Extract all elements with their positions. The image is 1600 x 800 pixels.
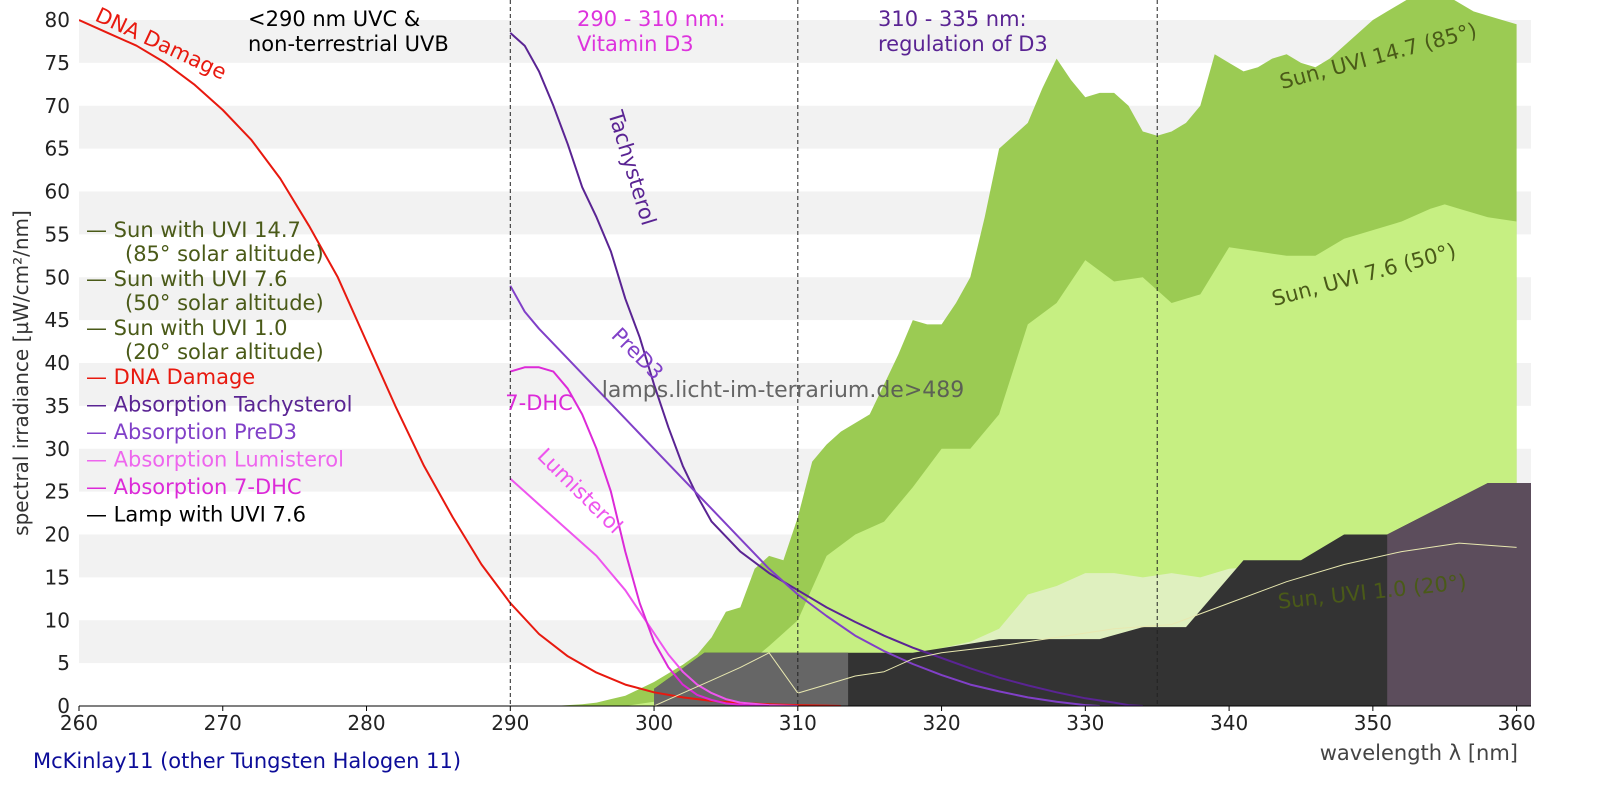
line-4 [79, 19, 841, 706]
x-tick-label: 320 [922, 711, 960, 735]
x-tick-label: 330 [1066, 711, 1104, 735]
y-tick-label: 35 [45, 394, 70, 418]
area-3 [654, 483, 1531, 706]
legend-entry-detail: (50° solar altitude) [125, 291, 324, 315]
y-tick-label: 70 [45, 94, 70, 118]
legend-entry: — Sun with UVI 14.7 [86, 218, 301, 242]
watermark: lamps.licht-im-terrarium.de>489 [602, 378, 965, 403]
line-6 [509, 285, 1100, 706]
x-axis-label: wavelength λ [nm] [1320, 741, 1518, 765]
y-tick-label: 50 [45, 265, 70, 289]
x-tick-label: 350 [1354, 711, 1392, 735]
y-tick-label: 45 [45, 308, 70, 332]
x-tick-label: 340 [1210, 711, 1248, 735]
legend-entry: — Absorption Lumisterol [86, 448, 344, 472]
line-series [79, 19, 1517, 706]
y-tick-label: 25 [45, 480, 70, 504]
line-8 [510, 366, 770, 706]
axes: 0 5 10 15 20 25 30 35 40 45 50 55 60 65 70 75 80 260 270 28… [9, 8, 1536, 773]
legend-entry: — DNA Damage [86, 365, 255, 389]
y-tick-label: 20 [45, 523, 70, 547]
legend-entry: — Absorption Tachysterol [86, 393, 352, 417]
x-tick-label: 310 [779, 711, 817, 735]
legend-entry: — Lamp with UVI 7.6 [86, 503, 306, 527]
lamp-window-areas [654, 483, 1531, 706]
y-tick-label: 60 [45, 180, 70, 204]
y-tick-label: 0 [57, 694, 70, 718]
chart-title: McKinlay11 (other Tungsten Halogen 11) [33, 749, 461, 773]
legend-entry: — Absorption 7-DHC [86, 475, 302, 499]
region-label-1: Vitamin D3 [577, 32, 694, 56]
lamp-window-1 [1387, 483, 1531, 706]
region-dividers [509, 0, 1158, 706]
x-tick-label: 270 [204, 711, 242, 735]
region-label-2: 310 - 335 nm: [878, 7, 1027, 31]
region-label-0: non-terrestrial UVB [248, 32, 449, 56]
region-label-2: regulation of D3 [878, 32, 1048, 56]
y-tick-label: 40 [45, 351, 70, 375]
x-tick-label: 260 [60, 711, 98, 735]
x-tick-label: 280 [347, 711, 385, 735]
region-label-1: 290 - 310 nm: [577, 7, 726, 31]
series-annotation: 7-DHC [505, 391, 573, 415]
y-tick-label: 55 [45, 222, 70, 246]
y-tick-label: 15 [45, 565, 70, 589]
y-tick-label: 5 [57, 651, 70, 675]
y-tick-label: 30 [45, 437, 70, 461]
x-tick-label: 290 [491, 711, 529, 735]
grid-band [79, 20, 1531, 63]
line-5 [509, 32, 1143, 706]
y-axis-label: spectral irradiance [µW/cm²/nm] [9, 210, 33, 536]
region-label-0: <290 nm UVC & [248, 7, 420, 31]
y-tick-label: 10 [45, 608, 70, 632]
y-tick-label: 80 [45, 8, 70, 32]
legend-entry: — Absorption PreD3 [86, 420, 297, 444]
line-7 [509, 478, 798, 706]
x-tick-label: 360 [1498, 711, 1536, 735]
legend-entry: — Sun with UVI 7.6 [86, 267, 288, 291]
y-tick-label: 75 [45, 51, 70, 75]
area-series [553, 0, 1531, 706]
x-tick-label: 300 [635, 711, 673, 735]
legend-entry-detail: (20° solar altitude) [125, 340, 324, 364]
line-9 [653, 542, 1517, 706]
legend-entry-detail: (85° solar altitude) [125, 242, 324, 266]
legend-entry: — Sun with UVI 1.0 [86, 316, 288, 340]
y-tick-label: 65 [45, 137, 70, 161]
